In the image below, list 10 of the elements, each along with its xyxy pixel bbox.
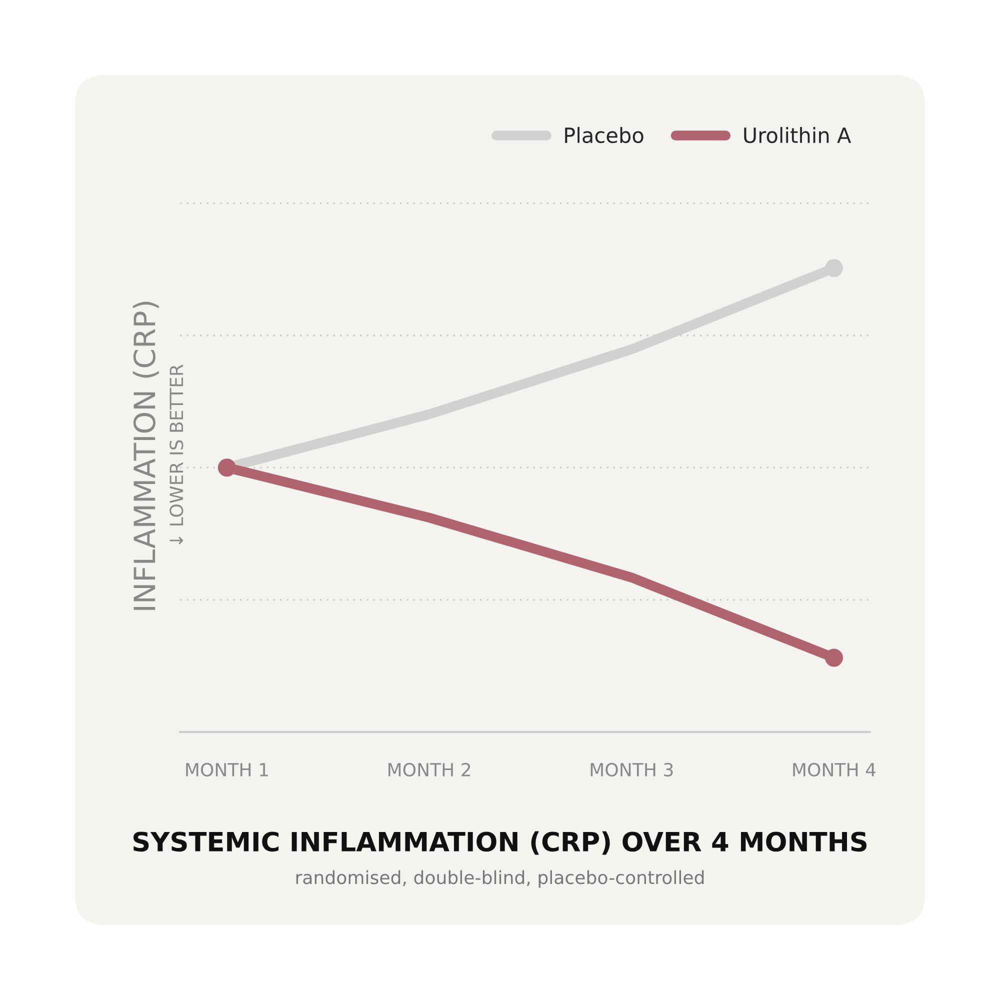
text: SYSTEMIC INFLAMMATION (CRP) OVER 4 MONTHS — [133, 831, 866, 855]
legend-label: Urolithin A — [744, 126, 852, 144]
x-tick-label: MONTH 1 — [186, 762, 268, 777]
legend-label: Placebo — [565, 126, 644, 144]
y-axis-title: INFLAMMATION (CRP) — [132, 302, 159, 610]
x-tick-label: MONTH 3 — [590, 762, 673, 777]
annotation: ↓ LOWER IS BETTER — [170, 364, 184, 544]
text: randomised, double-blind, placebo-controlled — [296, 870, 704, 888]
x-tick-label: MONTH 2 — [388, 762, 470, 777]
x-tick-label: MONTH 4 — [793, 762, 876, 777]
